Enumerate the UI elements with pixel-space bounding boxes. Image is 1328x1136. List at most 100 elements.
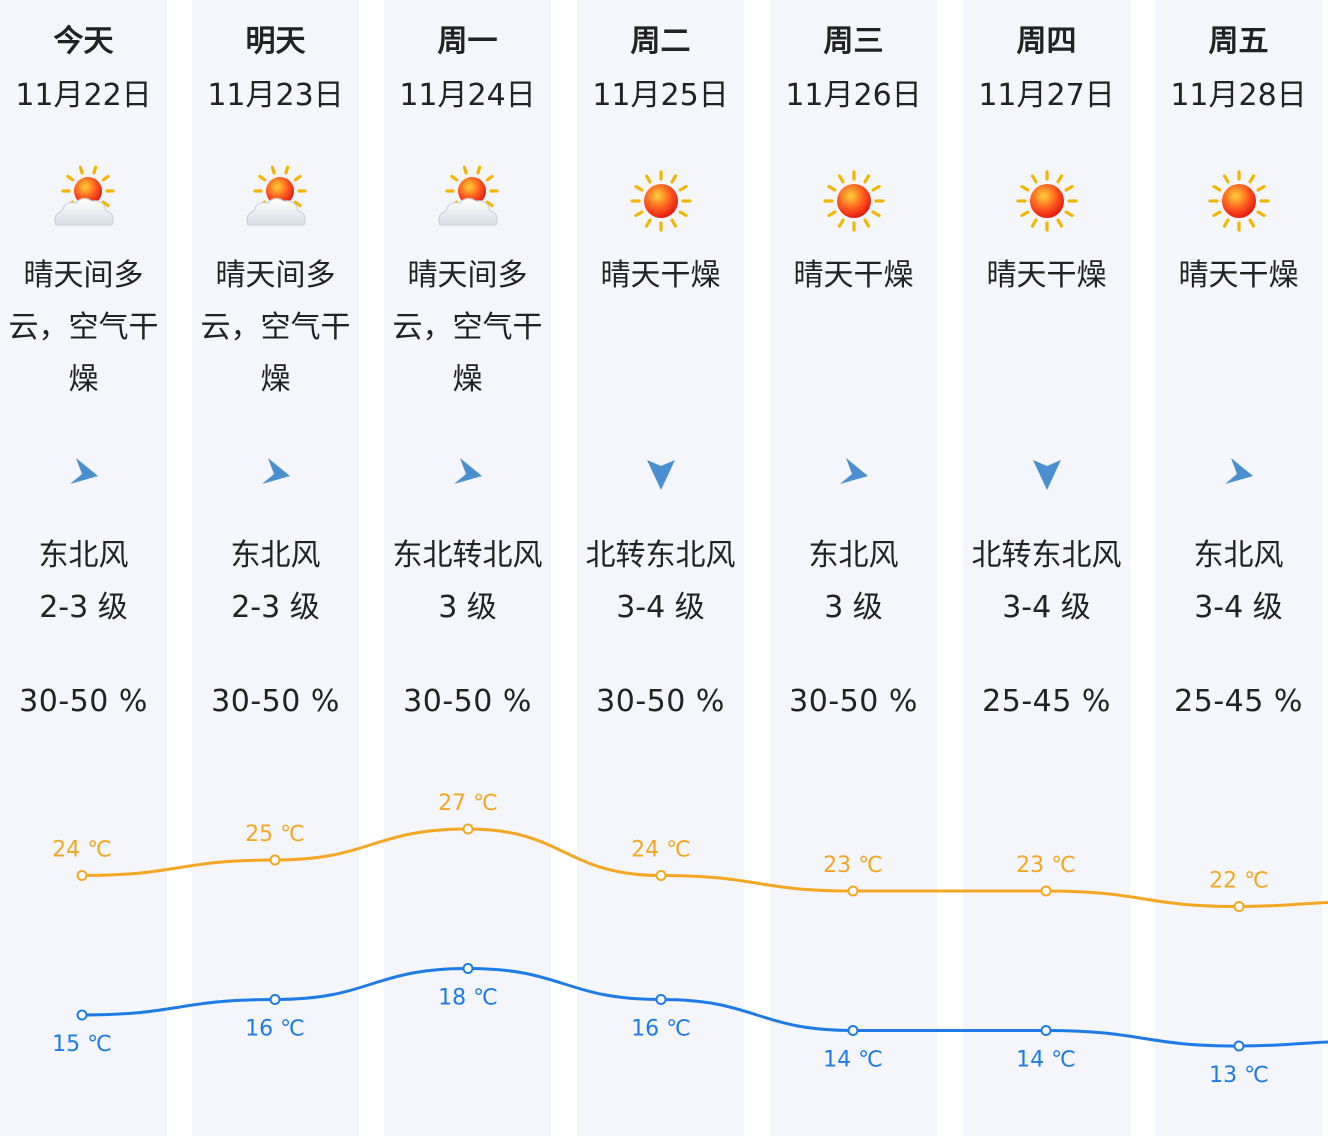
high-temp-line bbox=[81, 827, 1328, 909]
day-label: 周一 bbox=[437, 24, 498, 59]
low-temp-label: 18 ℃ bbox=[438, 986, 498, 1011]
day-label: 周三 bbox=[823, 24, 884, 59]
wind-level: 3-4 级 bbox=[1002, 590, 1091, 625]
high-temp-point bbox=[462, 823, 474, 835]
day-column[interactable]: 周五 11月28日 晴天干燥 东北风 3-4 级 25-45 % bbox=[1155, 0, 1322, 1136]
wind-north-arrow-icon bbox=[641, 452, 681, 492]
high-temp-point bbox=[76, 870, 88, 881]
low-temp-label: 16 ℃ bbox=[245, 1017, 305, 1042]
day-column[interactable]: 今天 11月22日 晴天间多云，空气干燥 东北风 2-3 级 30-50 % bbox=[0, 0, 167, 1136]
wind-info: 东北风 2-3 级 bbox=[186, 530, 365, 634]
wind-northeast-arrow-icon bbox=[64, 452, 104, 492]
day-label: 明天 bbox=[245, 24, 306, 59]
date-label: 11月22日 bbox=[15, 78, 152, 113]
sun-cloud-icon bbox=[48, 165, 120, 237]
wind-info: 东北转北风 3 级 bbox=[378, 530, 557, 634]
day-column[interactable]: 周二 11月25日 晴天干燥 北转东北风 3-4 级 30-50 % bbox=[577, 0, 744, 1136]
wind-level: 3-4 级 bbox=[616, 590, 705, 625]
high-temp-label: 27 ℃ bbox=[438, 791, 498, 816]
weather-description: 晴天干燥 bbox=[986, 258, 1107, 293]
day-label: 周五 bbox=[1208, 24, 1269, 59]
low-temp-point bbox=[655, 994, 667, 1005]
low-temp-label: 16 ℃ bbox=[631, 1017, 691, 1042]
high-temp-point bbox=[655, 870, 667, 881]
high-temp-label: 24 ℃ bbox=[631, 838, 691, 863]
low-temp-label: 15 ℃ bbox=[52, 1032, 112, 1057]
day-label: 周四 bbox=[1016, 24, 1077, 59]
sun-cloud-icon bbox=[240, 165, 312, 237]
sun-icon bbox=[625, 165, 697, 237]
wind-northeast-arrow-icon bbox=[1219, 452, 1259, 492]
sun-cloud-icon bbox=[432, 165, 504, 237]
high-temp-point bbox=[847, 885, 859, 897]
date-label: 11月26日 bbox=[785, 78, 922, 113]
wind-level: 3-4 级 bbox=[1194, 590, 1283, 625]
sun-icon bbox=[1011, 165, 1083, 237]
weather-description: 晴天干燥 bbox=[600, 258, 721, 293]
high-temp-point bbox=[1233, 901, 1245, 912]
weather-description: 晴天干燥 bbox=[793, 258, 914, 293]
low-temp-label: 14 ℃ bbox=[1016, 1048, 1076, 1073]
wind-north-arrow-icon bbox=[1027, 452, 1067, 492]
humidity-value: 30-50 % bbox=[211, 684, 340, 719]
low-temp-point bbox=[1040, 1025, 1052, 1036]
date-label: 11月27日 bbox=[978, 78, 1115, 113]
weather-description: 晴天干燥 bbox=[1178, 258, 1299, 293]
wind-direction: 东北风 bbox=[230, 538, 321, 573]
high-temp-label: 24 ℃ bbox=[52, 838, 112, 863]
wind-level: 3 级 bbox=[824, 590, 883, 625]
high-temp-label: 25 ℃ bbox=[245, 822, 305, 847]
wind-direction: 东北风 bbox=[38, 538, 129, 573]
day-column[interactable]: 明天 11月23日 晴天间多云，空气干燥 东北风 2-3 级 30-50 % bbox=[192, 0, 359, 1136]
day-label: 今天 bbox=[53, 24, 114, 59]
low-temp-point bbox=[269, 994, 281, 1005]
sun-icon bbox=[1203, 165, 1275, 237]
low-temp-point bbox=[76, 1009, 88, 1021]
wind-northeast-arrow-icon bbox=[256, 452, 296, 492]
date-label: 11月28日 bbox=[1170, 78, 1307, 113]
day-column[interactable]: 周四 11月27日 晴天干燥 北转东北风 3-4 级 25-45 % bbox=[963, 0, 1130, 1136]
humidity-value: 25-45 % bbox=[1174, 684, 1303, 719]
low-temp-point bbox=[462, 963, 474, 974]
day-column[interactable]: 周一 11月24日 晴天间多云，空气干燥 东北转北风 3 级 30-50 % bbox=[384, 0, 551, 1136]
low-temp-label: 13 ℃ bbox=[1209, 1063, 1269, 1088]
weather-description: 晴天间多云，空气干燥 bbox=[200, 258, 351, 397]
low-temp-line bbox=[81, 966, 1328, 1048]
wind-direction: 东北风 bbox=[808, 538, 899, 573]
humidity-value: 30-50 % bbox=[19, 684, 148, 719]
humidity-value: 25-45 % bbox=[982, 684, 1111, 719]
wind-info: 北转东北风 3-4 级 bbox=[571, 530, 750, 634]
wind-northeast-arrow-icon bbox=[448, 452, 488, 492]
wind-level: 2-3 级 bbox=[39, 590, 128, 625]
wind-info: 东北风 2-3 级 bbox=[0, 530, 173, 634]
high-temp-label: 23 ℃ bbox=[823, 853, 883, 878]
wind-direction: 东北转北风 bbox=[392, 538, 543, 573]
wind-info: 东北风 3 级 bbox=[764, 530, 943, 634]
humidity-value: 30-50 % bbox=[403, 684, 532, 719]
sun-icon bbox=[818, 165, 890, 237]
date-label: 11月25日 bbox=[592, 78, 729, 113]
date-label: 11月23日 bbox=[207, 78, 344, 113]
day-column[interactable]: 周三 11月26日 晴天干燥 东北风 3 级 30-50 % bbox=[770, 0, 937, 1136]
wind-info: 东北风 3-4 级 bbox=[1149, 530, 1328, 634]
wind-northeast-arrow-icon bbox=[834, 452, 874, 492]
wind-level: 3 级 bbox=[438, 590, 497, 625]
low-temp-point bbox=[1233, 1040, 1245, 1052]
low-temp-point bbox=[847, 1025, 859, 1036]
date-label: 11月24日 bbox=[399, 78, 536, 113]
wind-info: 北转东北风 3-4 级 bbox=[957, 530, 1136, 634]
high-temp-point bbox=[269, 854, 281, 866]
high-temp-label: 23 ℃ bbox=[1016, 853, 1076, 878]
wind-level: 2-3 级 bbox=[231, 590, 320, 625]
high-temp-point bbox=[1040, 885, 1052, 897]
humidity-value: 30-50 % bbox=[789, 684, 918, 719]
weather-description: 晴天间多云，空气干燥 bbox=[392, 258, 543, 397]
wind-direction: 北转东北风 bbox=[585, 538, 736, 573]
high-temp-label: 22 ℃ bbox=[1209, 869, 1269, 894]
weather-description: 晴天间多云，空气干燥 bbox=[8, 258, 159, 397]
wind-direction: 东北风 bbox=[1193, 538, 1284, 573]
day-label: 周二 bbox=[630, 24, 691, 59]
low-temp-label: 14 ℃ bbox=[823, 1048, 883, 1073]
